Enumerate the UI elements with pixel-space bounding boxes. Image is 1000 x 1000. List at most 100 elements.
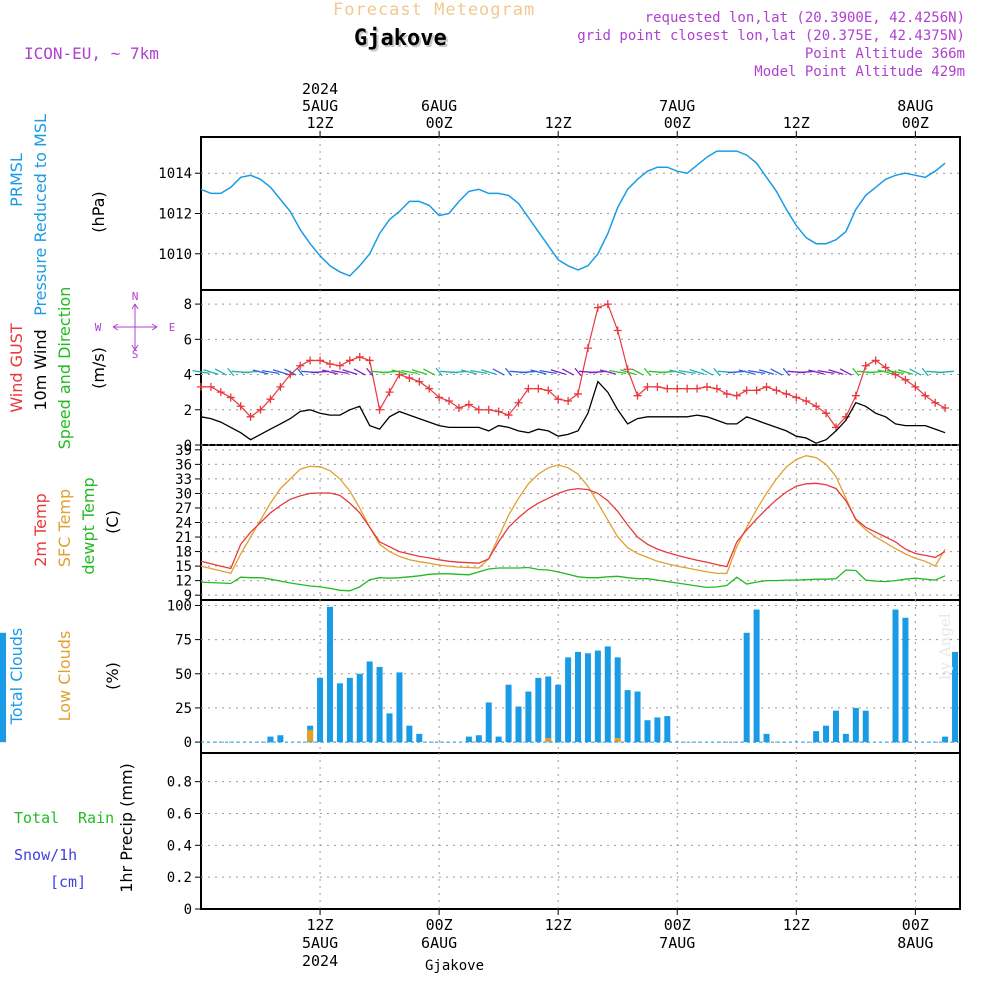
low-cloud-bar (307, 729, 314, 743)
wind-direction-arrow (817, 369, 835, 375)
wind-direction-arrow (322, 369, 338, 375)
gust-marker (593, 303, 602, 312)
gust-marker (643, 382, 652, 391)
total-cloud-bar (495, 736, 502, 743)
clouds-unit: (%) (103, 662, 122, 690)
wind-direction-arrow (599, 369, 616, 375)
wind-direction-arrow (700, 368, 714, 376)
total-cloud-bar (852, 707, 859, 743)
gust-marker (782, 389, 791, 398)
total-cloud-bar (336, 683, 343, 743)
wind-unit: (m/s) (89, 347, 108, 389)
wind10m-line (200, 380, 946, 444)
wind-direction-arrow (261, 369, 280, 375)
total-cloud-bar (942, 736, 949, 743)
dewpt-label: dewpt Temp (79, 477, 98, 574)
panel-frame-wind (200, 289, 961, 446)
dewpt-line (200, 566, 946, 592)
gust-marker (583, 344, 592, 353)
gust-marker (464, 400, 473, 409)
wind-direction-arrow (296, 367, 304, 377)
wind-direction-arrow (252, 369, 269, 375)
grid-point-location: grid point closest lon,lat (20.375E, 42.… (577, 28, 965, 44)
wind-direction-arrow (839, 368, 852, 376)
wind-direction-arrow (758, 369, 775, 375)
y-tick-label: 18 (175, 545, 192, 561)
y-tick-label: 50 (175, 667, 192, 683)
total-cloud-bar (277, 735, 284, 743)
gust-marker (683, 384, 692, 393)
total-cloud-bar (594, 650, 601, 743)
total-cloud-bar (366, 661, 373, 743)
total-cloud-bar (644, 720, 651, 743)
total-cloud-bar (584, 653, 591, 743)
low-clouds-label: Low Clouds (55, 631, 74, 722)
gust-marker (911, 382, 920, 391)
y-tick-label: 1010 (158, 247, 192, 263)
gust-marker (296, 361, 305, 370)
total-cloud-bar (376, 666, 383, 743)
gust-marker (385, 388, 394, 397)
total-cloud-bar (326, 606, 333, 743)
wind-direction-arrow (738, 369, 755, 375)
y-tick-label: 36 (175, 457, 192, 473)
precip-ylabel: 1hr Precip (mm) (117, 763, 136, 893)
gust-marker (405, 374, 414, 383)
compass-icon (112, 303, 158, 351)
total-cloud-bar (743, 632, 750, 743)
time-axis-bottom-label: 5AUG (302, 934, 338, 952)
gust-marker (355, 352, 364, 361)
time-axis-top-label: 12Z (545, 114, 572, 132)
wind-direction-arrow (748, 369, 766, 375)
requested-location: requested lon,lat (20.3900E, 42.4256N) (644, 10, 965, 26)
gust-marker (792, 393, 801, 402)
gust-marker (415, 377, 424, 386)
y-tick-label: 33 (175, 472, 192, 488)
wind-direction-arrow (574, 367, 582, 377)
compass-west: W (95, 321, 102, 334)
wind-direction-arrow (897, 369, 913, 375)
total-cloud-bar (624, 690, 631, 743)
wind-direction-arrow (272, 369, 288, 375)
total-cloud-bar (555, 684, 562, 743)
wind-direction-arrow (504, 367, 513, 377)
gust-marker (266, 395, 275, 404)
time-axis-bottom-label: 12Z (783, 916, 810, 934)
compass-south: S (132, 348, 139, 361)
gust-marker (325, 359, 334, 368)
gust-marker (633, 391, 642, 400)
wind-direction-arrow (562, 368, 575, 376)
gust-marker (474, 405, 483, 414)
wind-direction-arrow (423, 368, 436, 376)
wind-direction-arrow (391, 369, 408, 375)
time-axis-top-label: 2024 (302, 80, 338, 98)
gust-marker (504, 411, 513, 420)
total-cloud-bar (892, 609, 899, 743)
total-cloud-bar (505, 684, 512, 743)
time-axis-top-label: 7AUG (659, 97, 695, 115)
low-cloud-bar (545, 737, 552, 743)
wind-direction-arrow (481, 369, 497, 375)
gust-marker (425, 384, 434, 393)
compass-east: E (169, 321, 176, 334)
wind-direction-arrow (828, 369, 844, 375)
gust-marker (574, 389, 583, 398)
wind-dir-label: Speed and Direction (55, 287, 74, 450)
y-tick-label: 0 (184, 438, 192, 454)
time-axis-bottom-label: 8AUG (897, 934, 933, 952)
y-tick-label: 75 (175, 633, 192, 649)
gust-marker (514, 398, 523, 407)
gust-marker (881, 363, 890, 372)
rain-label-1: Total (14, 809, 59, 827)
wind-direction-arrow (643, 367, 652, 377)
y-tick-label: 0 (184, 902, 192, 918)
y-tick-label: 30 (175, 486, 192, 502)
total-cloud-bar (565, 657, 572, 743)
wind-direction-arrow (192, 369, 210, 375)
total-cloud-bar (485, 702, 492, 743)
gust-marker (861, 361, 870, 370)
gust-marker (871, 356, 880, 365)
total-cloud-bar (475, 735, 482, 743)
wind-direction-arrow (492, 368, 505, 376)
